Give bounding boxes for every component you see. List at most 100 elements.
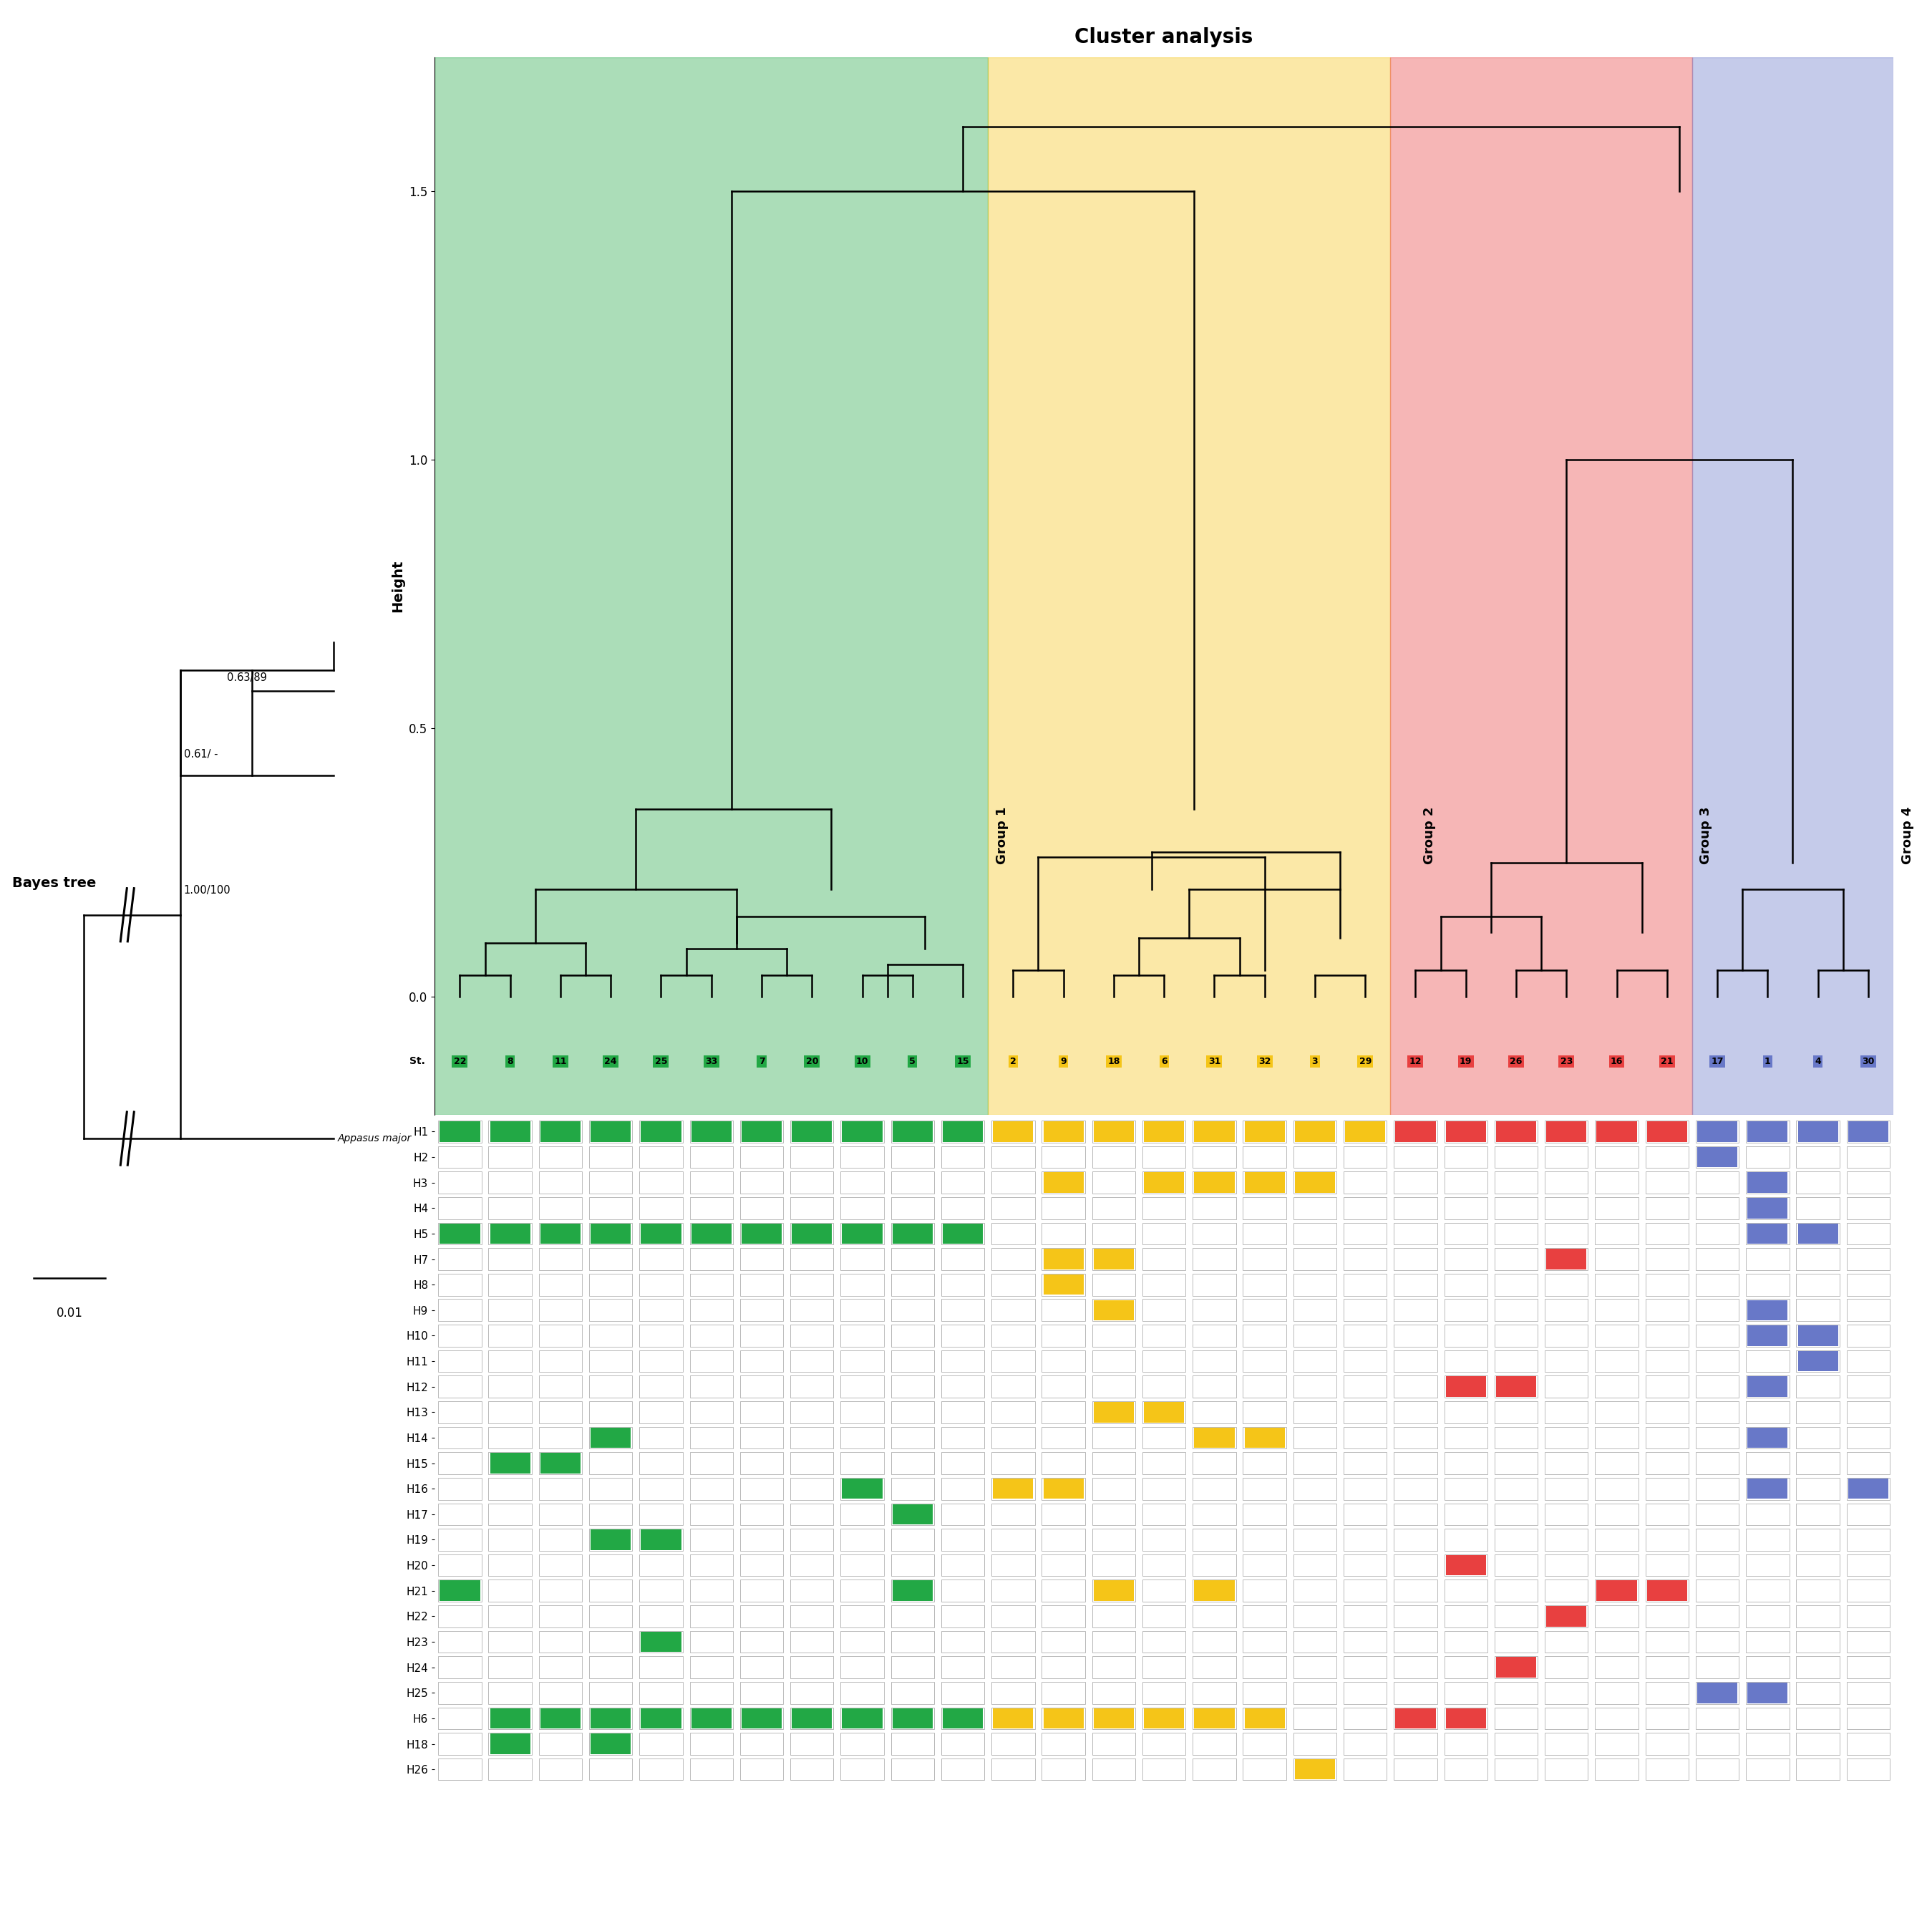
Bar [1393, 1121, 1437, 1142]
Bar [1142, 1146, 1186, 1168]
Bar [1546, 1605, 1588, 1628]
Text: 17: 17 [1712, 1056, 1723, 1065]
Bar [1343, 1452, 1387, 1473]
Bar [589, 1349, 632, 1372]
Bar [439, 1248, 481, 1269]
Bar [1242, 1172, 1287, 1193]
Bar [740, 1273, 782, 1296]
Bar [1596, 1681, 1638, 1704]
Bar [840, 1428, 883, 1449]
Bar [489, 1708, 531, 1729]
Bar [1495, 1477, 1538, 1500]
Bar [840, 1376, 883, 1397]
Bar [891, 1632, 935, 1653]
Bar [1092, 1504, 1136, 1525]
Bar [1847, 1681, 1889, 1704]
Bar [740, 1248, 782, 1269]
Bar [439, 1300, 481, 1321]
Bar [1393, 1273, 1437, 1296]
Bar [1747, 1376, 1789, 1397]
Bar [1393, 1248, 1437, 1269]
Bar [539, 1248, 582, 1269]
Bar [1242, 1273, 1287, 1296]
Bar [439, 1121, 481, 1142]
Bar [1596, 1605, 1638, 1628]
Bar [692, 1121, 732, 1142]
Bar [1646, 1759, 1689, 1780]
Bar [690, 1146, 732, 1168]
Bar [891, 1504, 935, 1525]
Text: 29: 29 [1358, 1056, 1372, 1065]
Bar [440, 1121, 479, 1142]
Bar [439, 1580, 481, 1601]
Bar [1747, 1733, 1789, 1755]
Bar [439, 1376, 481, 1397]
Bar [1242, 1529, 1287, 1551]
Bar [742, 1224, 782, 1245]
Bar [539, 1146, 582, 1168]
Bar [1847, 1529, 1889, 1551]
Bar [891, 1580, 935, 1601]
Bar [1445, 1273, 1488, 1296]
Bar [1041, 1580, 1086, 1601]
Bar [891, 1656, 935, 1679]
Bar [1546, 1401, 1588, 1424]
Bar [790, 1325, 833, 1348]
Bar [790, 1504, 833, 1525]
Bar [539, 1401, 582, 1424]
Bar [489, 1477, 531, 1500]
Bar [1546, 1428, 1588, 1449]
Bar [1092, 1146, 1136, 1168]
Bar [1041, 1349, 1086, 1372]
Bar [1495, 1146, 1538, 1168]
Bar [1797, 1759, 1839, 1780]
Bar [1847, 1222, 1889, 1245]
Bar [1142, 1172, 1186, 1193]
Bar [641, 1224, 682, 1245]
Bar [639, 1325, 682, 1348]
Bar [1293, 1632, 1337, 1653]
Bar [489, 1452, 531, 1473]
Bar [1546, 1325, 1588, 1348]
Bar [1445, 1121, 1488, 1142]
Bar [1646, 1197, 1689, 1220]
Bar [489, 1349, 531, 1372]
Bar [1293, 1273, 1337, 1296]
Bar [1445, 1504, 1488, 1525]
Bar [1445, 1452, 1488, 1473]
Bar [1747, 1121, 1787, 1142]
Bar [539, 1553, 582, 1576]
Bar [991, 1349, 1036, 1372]
Text: Bayes tree: Bayes tree [12, 877, 97, 890]
Bar [1343, 1632, 1387, 1653]
Bar [1747, 1504, 1789, 1525]
Bar [440, 1580, 479, 1601]
Bar [1799, 1351, 1837, 1372]
Bar [1445, 1580, 1488, 1601]
Bar [1596, 1248, 1638, 1269]
Bar [1797, 1121, 1839, 1142]
Bar [589, 1197, 632, 1220]
Bar [1393, 1681, 1437, 1704]
Bar [1092, 1428, 1136, 1449]
Bar [1192, 1401, 1236, 1424]
Bar [840, 1197, 883, 1220]
Text: 16: 16 [1611, 1056, 1623, 1065]
Bar [439, 1681, 481, 1704]
Bar [1043, 1248, 1084, 1269]
Bar [1596, 1222, 1638, 1245]
Bar [991, 1580, 1036, 1601]
Bar [1546, 1529, 1588, 1551]
Bar [690, 1708, 732, 1729]
Bar [1393, 1733, 1437, 1755]
Bar [740, 1452, 782, 1473]
Bar [891, 1553, 935, 1576]
Bar [1194, 1172, 1235, 1193]
Text: 30: 30 [1862, 1056, 1874, 1065]
Bar [1293, 1656, 1337, 1679]
Bar [1445, 1708, 1486, 1729]
Bar [790, 1553, 833, 1576]
Text: 22: 22 [454, 1056, 466, 1065]
Bar [589, 1325, 632, 1348]
Bar [1747, 1172, 1787, 1193]
